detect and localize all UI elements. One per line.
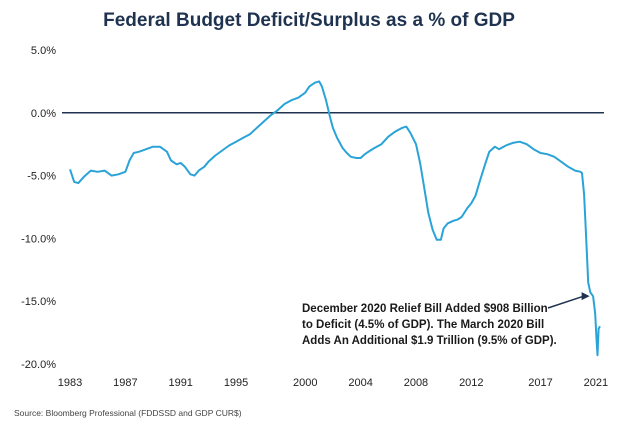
chart-title: Federal Budget Deficit/Surplus as a % of… — [103, 10, 515, 31]
annotation-arrow-head — [581, 292, 590, 301]
x-tick-label: 2017 — [528, 377, 552, 389]
y-axis-ticks: 5.0% 0.0% -5.0% -10.0% -15.0% -20.0% — [21, 45, 56, 371]
annotation-line-2: to Deficit (4.5% of GDP). The March 2020… — [302, 319, 545, 331]
x-tick-label: 2004 — [348, 377, 372, 389]
x-tick-label: 1983 — [58, 377, 82, 389]
y-tick-label: 0.0% — [31, 108, 56, 120]
x-tick-label: 1995 — [224, 377, 248, 389]
annotation-line-1: December 2020 Relief Bill Added $908 Bil… — [302, 303, 548, 315]
x-tick-label: 2012 — [459, 377, 483, 389]
y-tick-label: -5.0% — [27, 171, 56, 183]
x-axis-ticks: 1983 1987 1991 1995 2000 2004 2008 2012 2017 2021 — [58, 377, 608, 389]
x-tick-label: 1991 — [168, 377, 192, 389]
annotation-arrow — [547, 292, 590, 309]
x-tick-label: 2021 — [584, 377, 608, 389]
annotation-arrow-shaft — [547, 295, 584, 309]
y-tick-label: -20.0% — [21, 359, 56, 371]
source-note: Source: Bloomberg Professional (FDDSSD a… — [14, 408, 242, 418]
x-tick-label: 2008 — [404, 377, 428, 389]
deficit-series-line — [69, 80, 601, 357]
y-tick-label: 5.0% — [31, 45, 56, 57]
annotation-line-3: Adds An Additional $1.9 Trillion (9.5% o… — [302, 335, 557, 347]
x-tick-label: 1987 — [113, 377, 137, 389]
x-tick-label: 2000 — [293, 377, 317, 389]
annotation-text: December 2020 Relief Bill Added $908 Bil… — [302, 301, 602, 349]
y-tick-label: -15.0% — [21, 296, 56, 308]
y-tick-label: -10.0% — [21, 233, 56, 245]
